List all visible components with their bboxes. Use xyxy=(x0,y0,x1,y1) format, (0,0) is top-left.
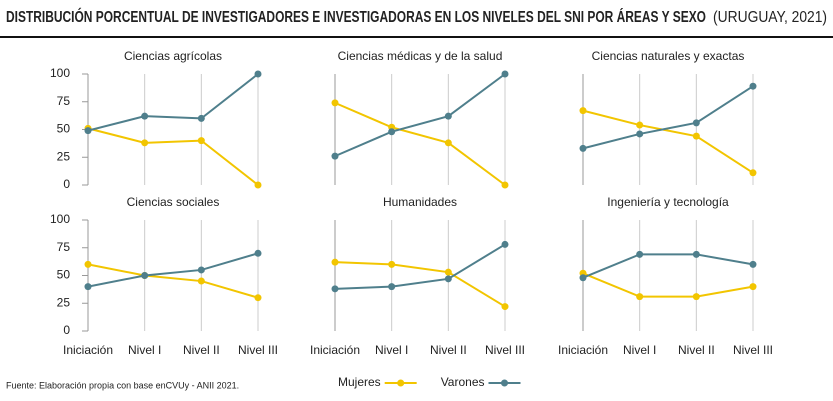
x-tick-label: Nivel I xyxy=(623,343,656,357)
point xyxy=(444,268,452,276)
point xyxy=(636,250,644,258)
point xyxy=(141,139,149,147)
point xyxy=(501,181,509,189)
point xyxy=(501,70,509,78)
series-line xyxy=(87,252,259,288)
point xyxy=(331,285,339,293)
point xyxy=(749,82,757,90)
point xyxy=(692,132,700,140)
point xyxy=(444,139,452,147)
point xyxy=(692,293,700,301)
series-line xyxy=(334,73,506,158)
y-tick-label: 25 xyxy=(57,149,71,163)
y-tick-label: 75 xyxy=(57,240,71,254)
point xyxy=(84,127,92,135)
point xyxy=(636,293,644,301)
series-line xyxy=(87,73,259,132)
y-tick-label: 0 xyxy=(63,323,70,337)
point xyxy=(331,152,339,160)
point xyxy=(254,294,262,302)
panel-title: Ciencias agrícolas xyxy=(124,49,222,63)
point xyxy=(84,260,92,268)
panel-title: Humanidades xyxy=(383,195,457,209)
x-tick-label: Nivel I xyxy=(128,343,161,357)
series-line xyxy=(582,85,754,150)
x-tick-label: Iniciación xyxy=(310,343,360,357)
y-tick-label: 25 xyxy=(57,295,71,309)
series-line xyxy=(582,272,754,298)
x-tick-label: Iniciación xyxy=(558,343,608,357)
x-tick-label: Nivel III xyxy=(238,343,278,357)
series-line xyxy=(582,109,754,174)
point xyxy=(254,249,262,257)
point xyxy=(331,258,339,266)
point xyxy=(749,169,757,177)
y-tick-label: 100 xyxy=(50,66,70,80)
y-tick-label: 75 xyxy=(57,94,71,108)
source-note: Fuente: Elaboración propia con base enCV… xyxy=(6,380,239,390)
point xyxy=(444,275,452,283)
point xyxy=(636,130,644,138)
y-tick-label: 50 xyxy=(57,122,71,136)
point xyxy=(254,70,262,78)
series-line xyxy=(334,101,506,186)
point xyxy=(197,114,205,122)
point xyxy=(444,112,452,120)
point xyxy=(331,99,339,107)
point xyxy=(636,121,644,129)
point xyxy=(579,107,587,115)
x-tick-label: Nivel III xyxy=(733,343,773,357)
y-tick-label: 50 xyxy=(57,268,71,282)
panel-title: Ciencias naturales y exactas xyxy=(592,49,745,63)
legend-swatch-dot xyxy=(501,379,508,387)
point xyxy=(501,303,509,311)
legend-swatch-dot xyxy=(397,379,405,387)
point xyxy=(692,250,700,258)
point xyxy=(197,277,205,285)
series-line xyxy=(87,127,259,186)
y-tick-label: 0 xyxy=(63,177,70,191)
legend-label: Mujeres xyxy=(338,375,381,389)
panel-title: Ingeniería y tecnología xyxy=(607,195,729,209)
x-tick-label: Nivel II xyxy=(183,343,220,357)
series-line xyxy=(87,263,259,299)
point xyxy=(254,181,262,189)
point xyxy=(197,137,205,145)
point xyxy=(388,283,396,291)
point xyxy=(501,240,509,248)
x-tick-label: Nivel II xyxy=(678,343,715,357)
point xyxy=(141,272,149,279)
point xyxy=(84,283,92,291)
point xyxy=(388,128,396,136)
panel-title: Ciencias médicas y de la salud xyxy=(338,49,503,63)
x-tick-label: Iniciación xyxy=(63,343,113,357)
point xyxy=(141,112,149,120)
x-tick-label: Nivel I xyxy=(375,343,408,357)
legend-label: Varones xyxy=(441,375,485,389)
point xyxy=(692,119,700,127)
series-line xyxy=(334,261,506,308)
panel-title: Ciencias sociales xyxy=(127,195,220,209)
x-tick-label: Nivel III xyxy=(485,343,525,357)
point xyxy=(749,260,757,268)
series-line xyxy=(582,253,754,279)
point xyxy=(388,260,396,268)
point xyxy=(579,144,587,152)
y-tick-label: 100 xyxy=(50,212,70,226)
point xyxy=(749,283,757,291)
x-tick-label: Nivel II xyxy=(430,343,467,357)
series-line xyxy=(334,243,506,290)
point xyxy=(579,274,587,282)
chart-subtitle: (URUGUAY, 2021) xyxy=(713,9,827,26)
chart-title: DISTRIBUCIÓN PORCENTUAL DE INVESTIGADORE… xyxy=(6,7,706,26)
point xyxy=(197,266,205,274)
